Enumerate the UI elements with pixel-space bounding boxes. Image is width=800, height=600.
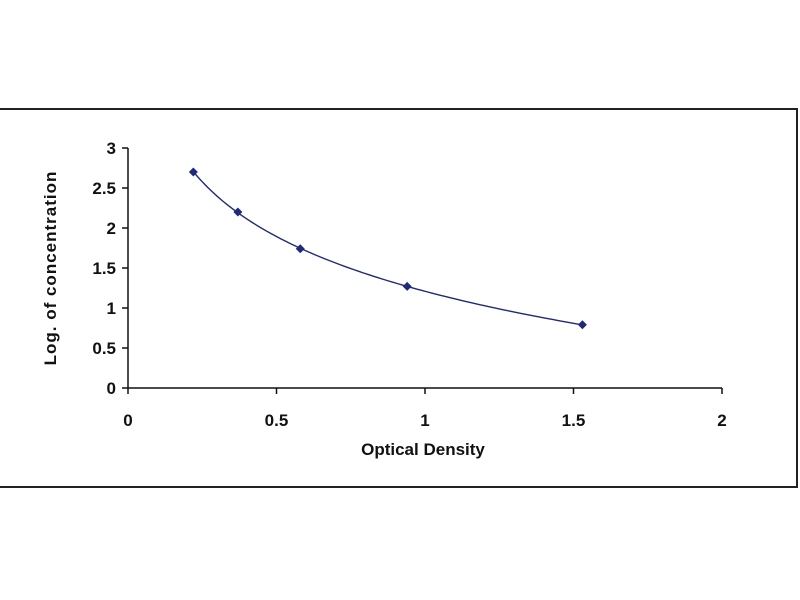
x-tick-label: 2 xyxy=(717,411,726,430)
y-tick-label: 1 xyxy=(107,299,116,318)
fitted-curve xyxy=(192,171,583,326)
data-point xyxy=(233,207,243,217)
y-tick-label: 3 xyxy=(107,139,116,158)
y-tick-label: 0 xyxy=(107,379,116,398)
x-tick-label: 0.5 xyxy=(265,411,289,430)
y-axis-title: Log. of concentration xyxy=(41,171,60,366)
x-tick-label: 1.5 xyxy=(562,411,586,430)
data-point xyxy=(402,281,412,291)
chart-axes xyxy=(122,147,723,394)
y-tick-label: 2 xyxy=(107,219,116,238)
data-point xyxy=(577,320,587,330)
y-tick-label: 1.5 xyxy=(92,259,116,278)
x-axis-title: Optical Density xyxy=(361,440,485,459)
data-points xyxy=(188,167,587,330)
data-point xyxy=(295,244,305,254)
tick-labels: 0 0.5 1 1.5 2 2.5 3 0 0.5 1 1.5 2 xyxy=(92,139,726,430)
x-tick-label: 1 xyxy=(420,411,429,430)
y-tick-label: 0.5 xyxy=(92,339,116,358)
data-point xyxy=(188,167,198,177)
x-tick-label: 0 xyxy=(123,411,132,430)
chart-frame xyxy=(0,108,798,488)
series-line xyxy=(192,171,583,326)
y-tick-label: 2.5 xyxy=(92,179,116,198)
